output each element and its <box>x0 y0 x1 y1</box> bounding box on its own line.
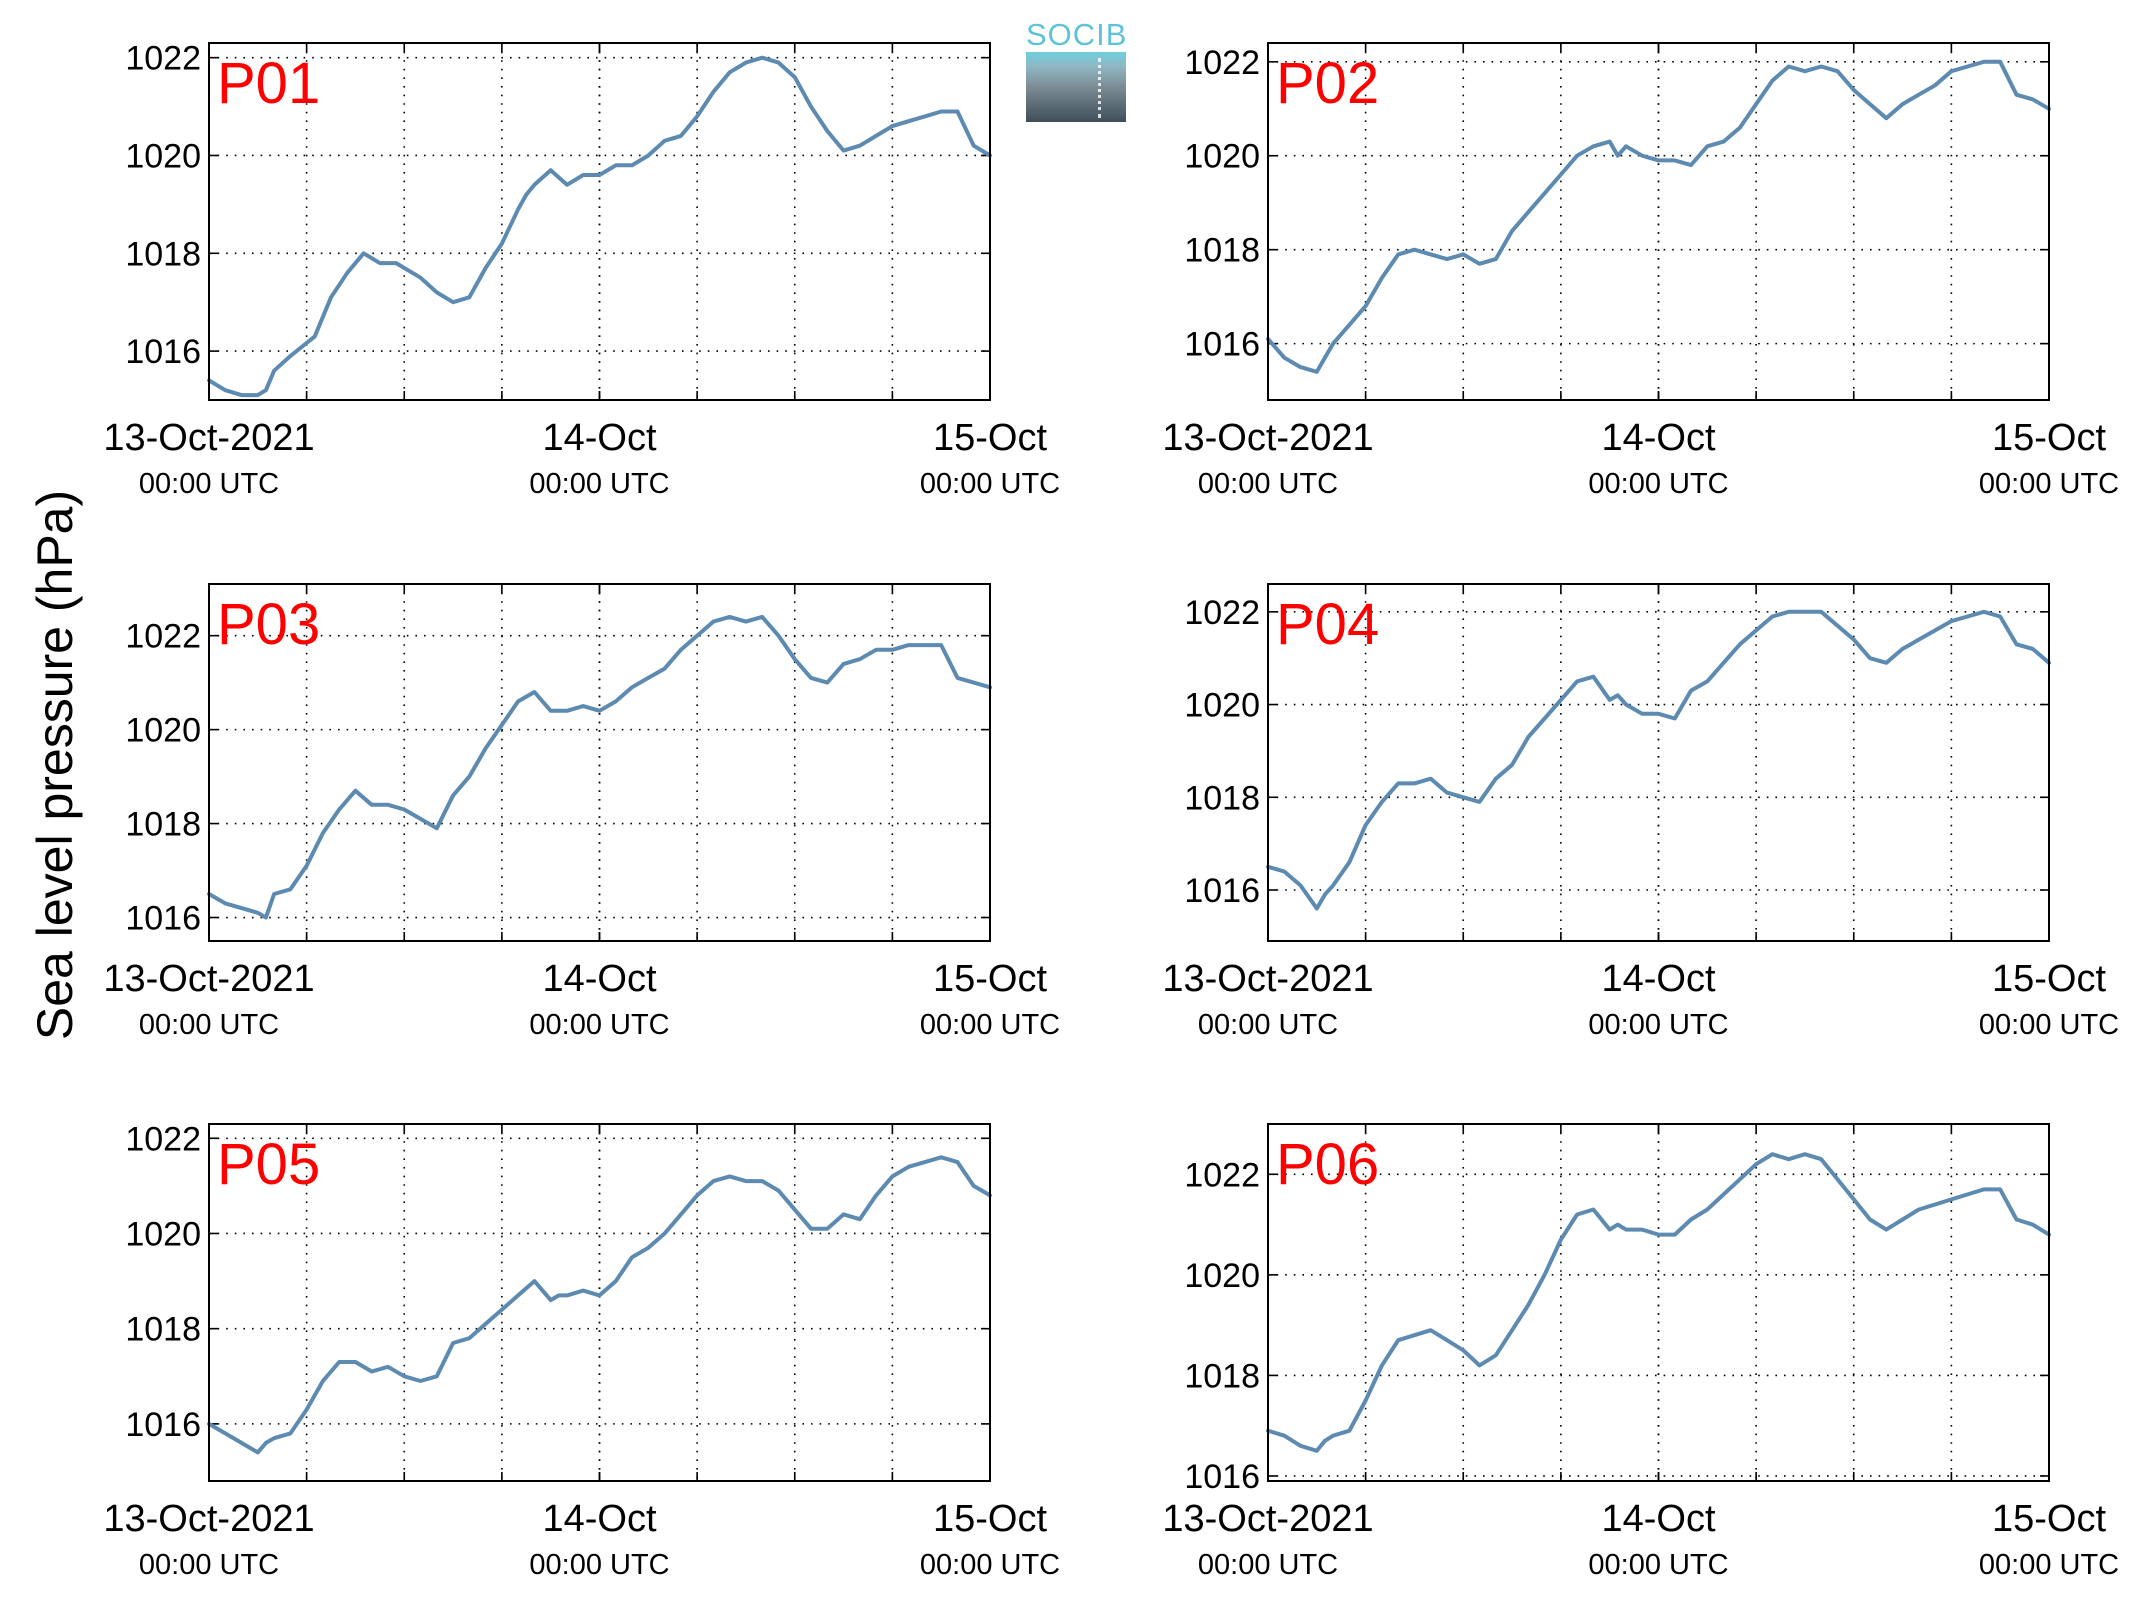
panel-5-xtick-sublabel: 00:00 UTC <box>529 1549 669 1581</box>
panel-4-ytick-label: 1022 <box>1184 594 1260 632</box>
panel-5-xtick-label: 14-Oct <box>542 1498 656 1540</box>
panel-3-xtick-sublabel: 00:00 UTC <box>920 1009 1060 1041</box>
panel-4-xtick-label: 15-Oct <box>1992 958 2106 1000</box>
panel-4-frame <box>1267 583 2050 942</box>
panel-2-xtick-sublabel: 00:00 UTC <box>1198 468 1338 500</box>
panel-4-plot-area <box>1268 584 2049 941</box>
panel-5-xtick-sublabel: 00:00 UTC <box>920 1549 1060 1581</box>
panel-6-ytick-label: 1022 <box>1184 1156 1260 1194</box>
panel-6-ytick-label: 1018 <box>1184 1357 1260 1395</box>
panel-6-xtick-label: 15-Oct <box>1992 1498 2106 1540</box>
panel-5-xtick-label: 13-Oct-2021 <box>103 1498 314 1540</box>
panel-4-ytick-label: 1020 <box>1184 687 1260 725</box>
panel-5: 1016 1018 1020 1022 13-Oct-2021 00:00 UTC 14-O… <box>103 1120 1060 1581</box>
panel-2-xtick-sublabel: 00:00 UTC <box>1588 468 1728 500</box>
panel-1-ytick-label: 1020 <box>125 137 201 175</box>
logo-text: SOCIB <box>1026 17 1128 52</box>
panel-2-xtick-label: 15-Oct <box>1992 417 2106 459</box>
panel-6-xtick-label: 14-Oct <box>1601 1498 1715 1540</box>
panel-1-frame <box>208 42 991 401</box>
panel-5-plot-area <box>209 1124 990 1481</box>
panel-2-frame <box>1267 42 2050 401</box>
panel-6-ytick-label: 1016 <box>1184 1458 1260 1496</box>
panel-4: 1016 1018 1020 1022 13-Oct-2021 00:00 UTC 14-O… <box>1162 583 2119 1041</box>
socib-logo: SOCIB <box>1026 18 1126 122</box>
panel-1-xtick-sublabel: 00:00 UTC <box>920 468 1060 500</box>
panel-3-xtick-sublabel: 00:00 UTC <box>529 1009 669 1041</box>
panel-5-ytick-label: 1018 <box>125 1311 201 1349</box>
panel-6-xtick-sublabel: 00:00 UTC <box>1979 1549 2119 1581</box>
panel-4-xtick-label: 14-Oct <box>1601 958 1715 1000</box>
panel-2-ytick-label: 1018 <box>1184 232 1260 270</box>
panel-3-xtick-label: 13-Oct-2021 <box>103 958 314 1000</box>
panel-3-xtick-sublabel: 00:00 UTC <box>139 1009 279 1041</box>
panel-3-plot-area <box>209 584 990 941</box>
logo-pole <box>1098 58 1101 118</box>
panel-4-xtick-sublabel: 00:00 UTC <box>1198 1009 1338 1041</box>
panel-3-xtick-label: 14-Oct <box>542 958 656 1000</box>
panel-2: 1016 1018 1020 1022 13-Oct-2021 00:00 UTC 14-O… <box>1162 42 2119 500</box>
panel-1-xtick-label: 14-Oct <box>542 417 656 459</box>
panel-3-ytick-label: 1016 <box>125 900 201 938</box>
panel-3-ytick-label: 1020 <box>125 712 201 750</box>
panel-3-series-line <box>207 614 992 920</box>
panel-6-xtick-label: 13-Oct-2021 <box>1162 1498 1373 1540</box>
panel-6-frame <box>1267 1123 2050 1482</box>
panel-6-xtick-sublabel: 00:00 UTC <box>1588 1549 1728 1581</box>
panel-1-xtick-sublabel: 00:00 UTC <box>529 468 669 500</box>
panel-5-xtick-sublabel: 00:00 UTC <box>139 1549 279 1581</box>
panel-3: 1016 1018 1020 1022 13-Oct-2021 00:00 UTC 14-O… <box>103 583 1060 1041</box>
panel-2-xtick-label: 13-Oct-2021 <box>1162 417 1373 459</box>
panel-1-ytick-label: 1022 <box>125 40 201 78</box>
panel-2-ytick-label: 1022 <box>1184 44 1260 82</box>
panel-1-xtick-label: 15-Oct <box>933 417 1047 459</box>
panel-2-plot-area <box>1268 43 2049 400</box>
panel-2-xtick-sublabel: 00:00 UTC <box>1979 468 2119 500</box>
panel-3-ytick-label: 1018 <box>125 806 201 844</box>
panel-6: 1016 1018 1020 1022 13-Oct-2021 00:00 UTC 14-O… <box>1162 1123 2119 1581</box>
panel-6-series-line <box>1266 1152 2051 1453</box>
panel-4-label: P04 <box>1276 592 1379 657</box>
panel-2-xtick-label: 14-Oct <box>1601 417 1715 459</box>
panel-1-xtick-label: 13-Oct-2021 <box>103 417 314 459</box>
panel-4-series-line <box>1266 609 2051 911</box>
panel-5-label: P05 <box>217 1132 320 1197</box>
panel-1-series-line <box>207 55 992 398</box>
panel-6-label: P06 <box>1276 1132 1379 1197</box>
panel-5-series-line <box>207 1155 992 1455</box>
panel-5-ytick-label: 1022 <box>125 1120 201 1158</box>
panel-6-xtick-sublabel: 00:00 UTC <box>1198 1549 1338 1581</box>
panel-6-ytick-label: 1020 <box>1184 1257 1260 1295</box>
panel-6-plot-area <box>1268 1124 2049 1481</box>
panel-3-label: P03 <box>217 592 320 657</box>
panel-5-ytick-label: 1020 <box>125 1215 201 1253</box>
panel-4-ytick-label: 1018 <box>1184 779 1260 817</box>
panel-5-xtick-label: 15-Oct <box>933 1498 1047 1540</box>
panel-4-xtick-sublabel: 00:00 UTC <box>1588 1009 1728 1041</box>
panel-2-series-line <box>1266 59 2051 374</box>
panel-2-ytick-label: 1016 <box>1184 326 1260 364</box>
panel-2-ytick-label: 1020 <box>1184 138 1260 176</box>
panel-3-ytick-label: 1022 <box>125 618 201 656</box>
panel-4-ytick-label: 1016 <box>1184 872 1260 910</box>
panel-1-label: P01 <box>217 51 320 116</box>
panel-4-xtick-label: 13-Oct-2021 <box>1162 958 1373 1000</box>
panel-1-ytick-label: 1016 <box>125 333 201 371</box>
panel-4-xtick-sublabel: 00:00 UTC <box>1979 1009 2119 1041</box>
panel-3-frame <box>208 583 991 942</box>
logo-graphic <box>1026 52 1126 122</box>
panel-1: 1016 1018 1020 1022 13-Oct-2021 00:00 UTC 14-O… <box>103 40 1060 500</box>
panel-5-frame <box>208 1123 991 1482</box>
panel-1-plot-area <box>209 43 990 400</box>
panel-5-ytick-label: 1016 <box>125 1406 201 1444</box>
panel-3-xtick-label: 15-Oct <box>933 958 1047 1000</box>
panel-2-label: P02 <box>1276 51 1379 116</box>
panel-1-ytick-label: 1018 <box>125 235 201 273</box>
panel-1-xtick-sublabel: 00:00 UTC <box>139 468 279 500</box>
